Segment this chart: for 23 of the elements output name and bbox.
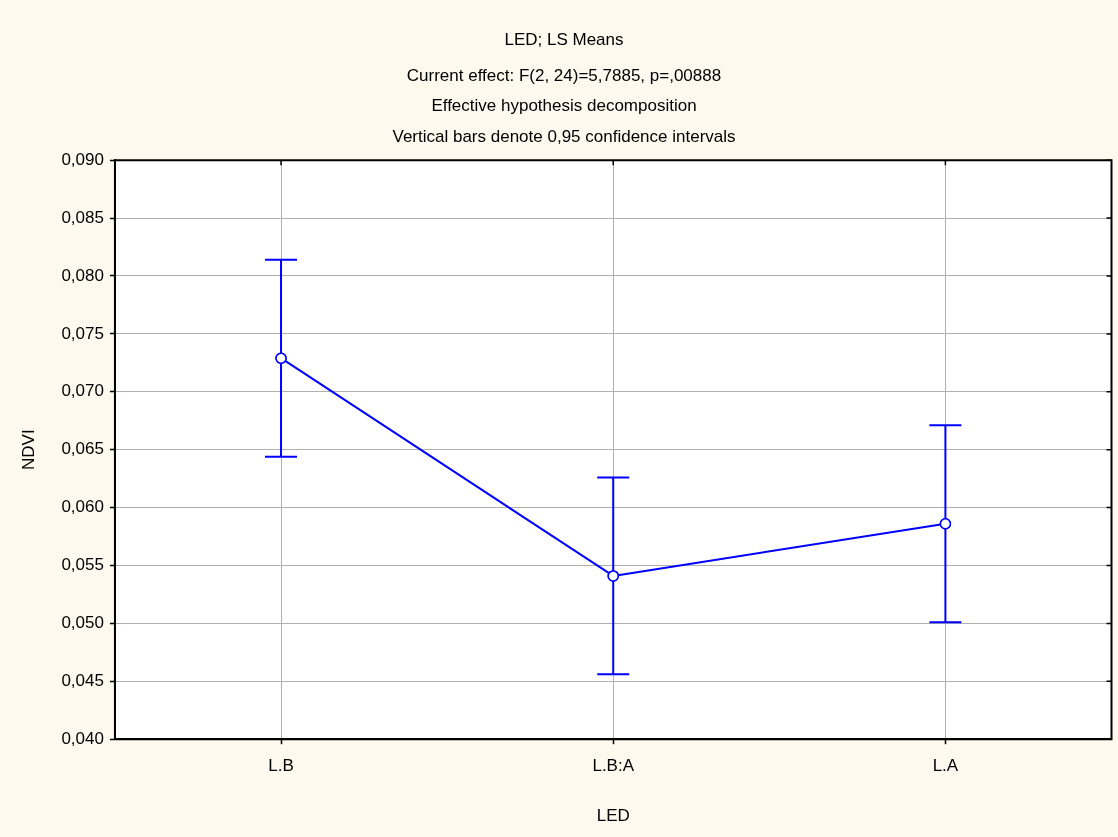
y-tick-label: 0,060 bbox=[61, 497, 104, 517]
y-tick-label: 0,040 bbox=[61, 728, 104, 748]
y-tick-label: 0,085 bbox=[61, 207, 104, 227]
x-tick-label: L.B:A bbox=[592, 756, 635, 776]
text: Effective hypothesis decomposition bbox=[431, 96, 697, 116]
y-tick-label: 0,080 bbox=[61, 265, 104, 285]
y-tick-label: 0,045 bbox=[61, 670, 104, 690]
y-tick-label: 0,070 bbox=[61, 381, 104, 401]
y-tick-label: 0,075 bbox=[61, 323, 104, 343]
y-tick-label: 0,055 bbox=[61, 555, 104, 575]
text: Vertical bars denote 0,95 confidence intervals bbox=[392, 126, 736, 146]
x-axis-title: LED bbox=[596, 806, 630, 826]
x-tick-label: L.B bbox=[268, 756, 294, 776]
y-tick-label: 0,065 bbox=[61, 439, 104, 459]
y-tick-label: 0,050 bbox=[61, 613, 104, 633]
chart-title: LED; LS Means bbox=[504, 29, 624, 49]
point bbox=[275, 352, 287, 364]
point bbox=[607, 570, 619, 582]
chart-subtitle: Current effect: F(2, 24)=5,7885, p=,00888 bbox=[406, 66, 722, 86]
y-axis-title: NDVI bbox=[18, 429, 38, 470]
y-tick-label: 0,090 bbox=[61, 149, 104, 169]
x-tick-label: L.A bbox=[932, 756, 959, 776]
point bbox=[939, 518, 952, 530]
